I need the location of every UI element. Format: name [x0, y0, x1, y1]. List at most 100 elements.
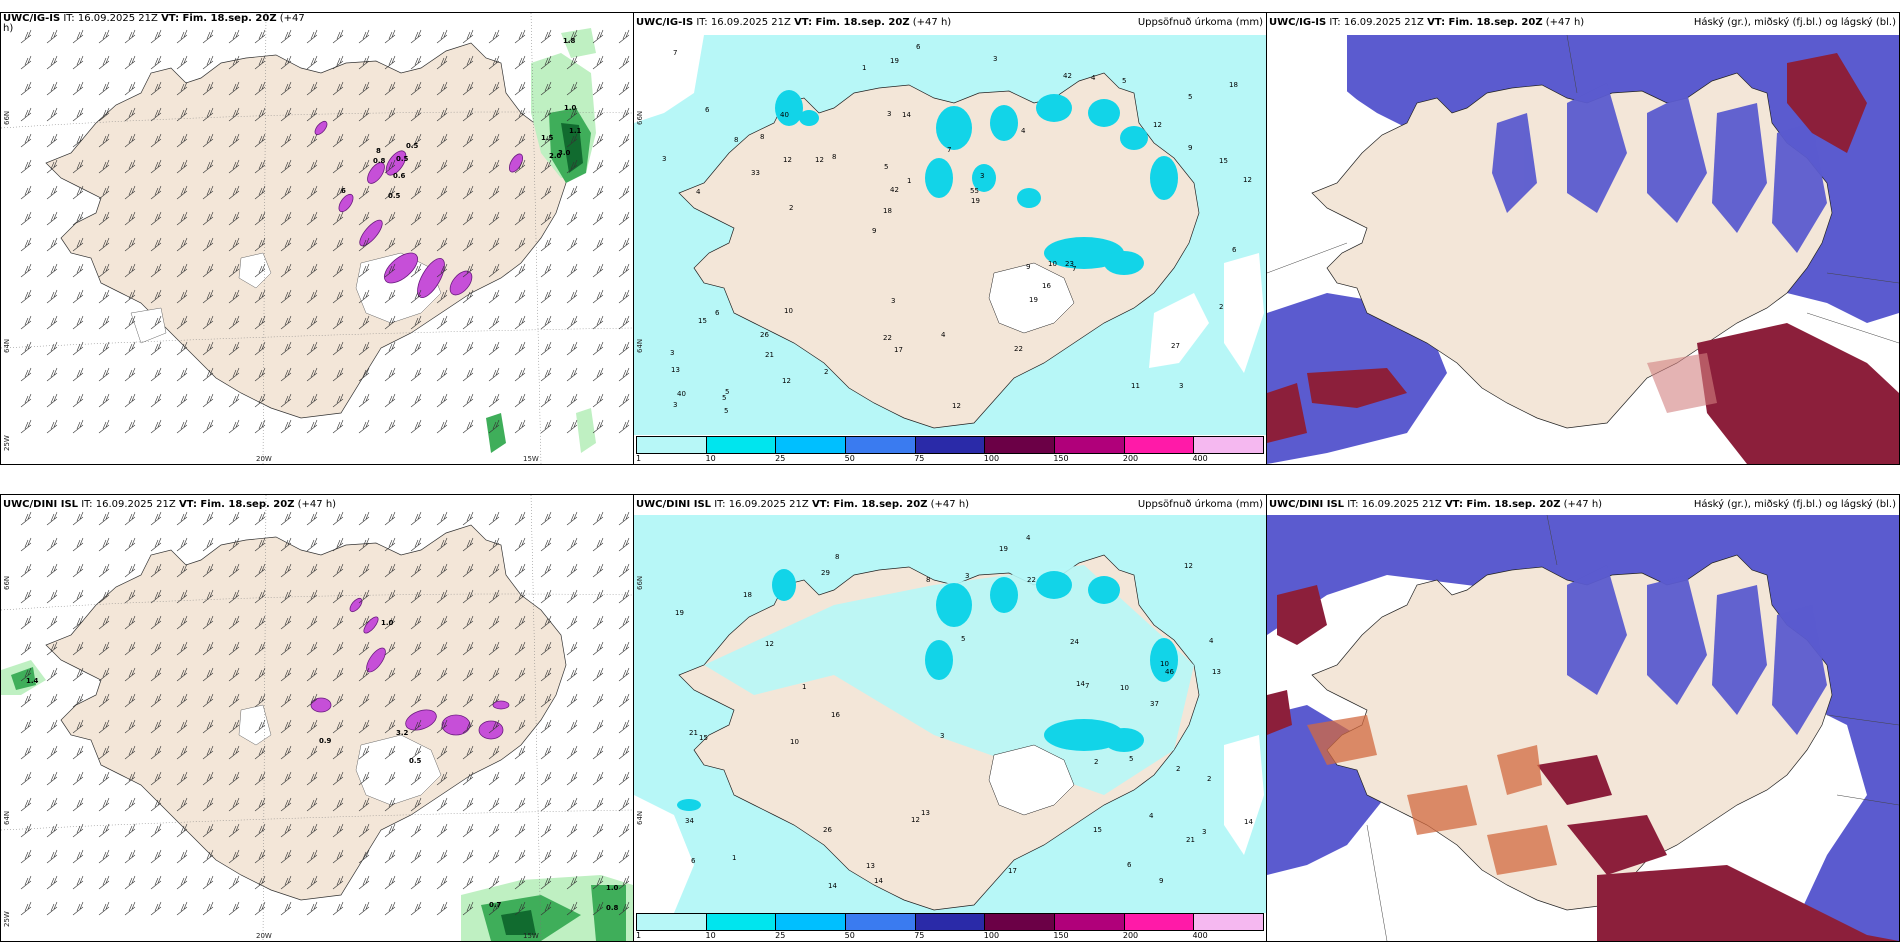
wind-barb [436, 875, 448, 890]
wind-barb [124, 315, 136, 330]
wind-barb [540, 901, 552, 916]
colorbar-tick: 1 [636, 454, 642, 463]
wind-barb [566, 341, 578, 356]
wind-barb [254, 55, 266, 70]
wind-barb [566, 511, 578, 526]
wind-barb [384, 719, 396, 734]
wind-barb [358, 55, 370, 70]
wind-barb [176, 315, 188, 330]
wind-barb [98, 667, 110, 682]
wind-barb [462, 419, 474, 434]
wind-barb [228, 797, 240, 812]
wind-barb [20, 393, 32, 408]
precip-value-label: 21 [765, 351, 774, 359]
wind-barb [566, 745, 578, 760]
svg-text:1.8: 1.8 [563, 37, 576, 45]
wind-barb [228, 693, 240, 708]
wind-barb [124, 849, 136, 864]
wind-barb [566, 875, 578, 890]
wind-barb [540, 823, 552, 838]
wind-barb [46, 133, 58, 148]
wind-barb [280, 901, 292, 916]
wind-barb [540, 719, 552, 734]
wind-barb [306, 367, 318, 382]
wind-barb [280, 641, 292, 656]
precip-value-label: 4 [1209, 637, 1214, 645]
wind-barb [306, 719, 318, 734]
wind-barb [254, 745, 266, 760]
wind-barb [540, 55, 552, 70]
wind-barb [20, 719, 32, 734]
wind-barb [150, 641, 162, 656]
wind-barb [566, 849, 578, 864]
wind-barb [176, 341, 188, 356]
wind-barb [176, 29, 188, 44]
precip-value-label: 34 [685, 817, 694, 825]
wind-barb [46, 341, 58, 356]
wind-barb [540, 667, 552, 682]
wind-barb [150, 315, 162, 330]
wind-barb [384, 211, 396, 226]
wind-barbs [20, 511, 630, 916]
wind-barb [306, 185, 318, 200]
precip-value-label: 18 [743, 591, 752, 599]
wind-barb [618, 771, 630, 786]
wind-barb [20, 81, 32, 96]
wind-barb [254, 367, 266, 382]
wind-barb [254, 563, 266, 578]
wind-barb [410, 29, 422, 44]
wind-barb [462, 263, 474, 278]
wind-barb [540, 81, 552, 96]
wind-barb [618, 901, 630, 916]
wind-barb [462, 563, 474, 578]
wind-barb [46, 55, 58, 70]
wind-barb [280, 771, 292, 786]
wind-barb [618, 823, 630, 838]
precip-value-label: 12 [1153, 121, 1162, 129]
wind-barb [384, 771, 396, 786]
wind-barb [436, 185, 448, 200]
wind-barb [592, 367, 604, 382]
svg-text:3.2: 3.2 [396, 729, 409, 737]
wind-barb [202, 511, 214, 526]
precip-value-label: 6 [1232, 246, 1237, 254]
wind-barb [332, 771, 344, 786]
wind-barb [540, 563, 552, 578]
wind-barb [358, 107, 370, 122]
wind-barb [124, 563, 136, 578]
wind-barb [306, 615, 318, 630]
wind-barb [358, 667, 370, 682]
wind-barb [124, 823, 136, 838]
precip-value-label: 23 [1065, 260, 1074, 268]
wind-barb [332, 185, 344, 200]
wind-barb [20, 875, 32, 890]
wind-barb [280, 589, 292, 604]
wind-barb [358, 133, 370, 148]
wind-barb [72, 159, 84, 174]
wind-barb [202, 797, 214, 812]
precip-value-label: 8 [832, 153, 836, 161]
wind-barb [280, 823, 292, 838]
wind-barb [514, 641, 526, 656]
wind-barb [98, 211, 110, 226]
wind-barb [202, 159, 214, 174]
lat-label: 66N [3, 110, 11, 125]
wind-barb [410, 159, 422, 174]
wind-barb [358, 511, 370, 526]
wind-barb [254, 875, 266, 890]
precip-value-label: 5 [884, 163, 888, 171]
wind-barb [280, 237, 292, 252]
wind-barb [514, 367, 526, 382]
wind-barb [202, 901, 214, 916]
wind-barb [98, 797, 110, 812]
lat-label: 64N [3, 338, 11, 353]
wind-barb [124, 589, 136, 604]
wind-barb [514, 29, 526, 44]
wind-barb [358, 367, 370, 382]
wind-barb [566, 237, 578, 252]
wind-barb [20, 315, 32, 330]
wind-barb [462, 771, 474, 786]
wind-barb [150, 589, 162, 604]
wind-barb [462, 341, 474, 356]
wind-barb [150, 745, 162, 760]
